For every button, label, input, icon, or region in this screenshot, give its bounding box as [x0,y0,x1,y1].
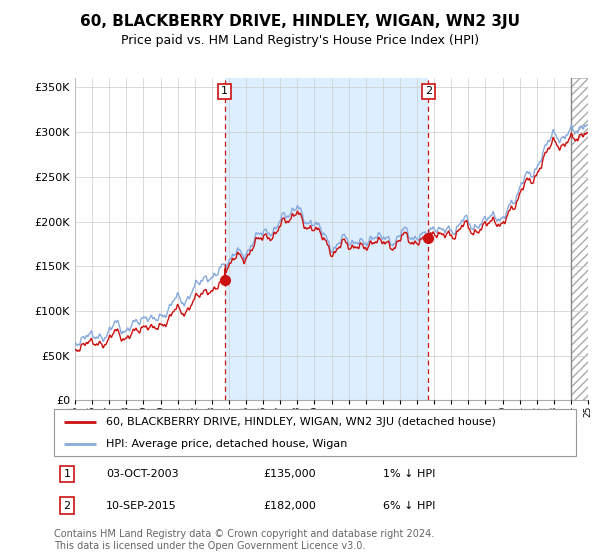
Text: 60, BLACKBERRY DRIVE, HINDLEY, WIGAN, WN2 3JU (detached house): 60, BLACKBERRY DRIVE, HINDLEY, WIGAN, WN… [106,417,496,427]
Bar [224,78,428,400]
Text: 03-OCT-2003: 03-OCT-2003 [106,469,179,479]
Text: HPI: Average price, detached house, Wigan: HPI: Average price, detached house, Wiga… [106,438,347,449]
Text: 10-SEP-2015: 10-SEP-2015 [106,501,177,511]
Bar [571,78,588,400]
Text: 6% ↓ HPI: 6% ↓ HPI [383,501,435,511]
FancyBboxPatch shape [54,409,576,456]
Text: 2: 2 [64,501,71,511]
Text: £182,000: £182,000 [263,501,316,511]
Text: Contains HM Land Registry data © Crown copyright and database right 2024.
This d: Contains HM Land Registry data © Crown c… [54,529,434,551]
Text: 1: 1 [221,86,228,96]
Text: 60, BLACKBERRY DRIVE, HINDLEY, WIGAN, WN2 3JU: 60, BLACKBERRY DRIVE, HINDLEY, WIGAN, WN… [80,14,520,29]
Text: £135,000: £135,000 [263,469,316,479]
Text: Price paid vs. HM Land Registry's House Price Index (HPI): Price paid vs. HM Land Registry's House … [121,34,479,46]
Text: 1% ↓ HPI: 1% ↓ HPI [383,469,435,479]
Text: 2: 2 [425,86,432,96]
Text: 1: 1 [64,469,71,479]
